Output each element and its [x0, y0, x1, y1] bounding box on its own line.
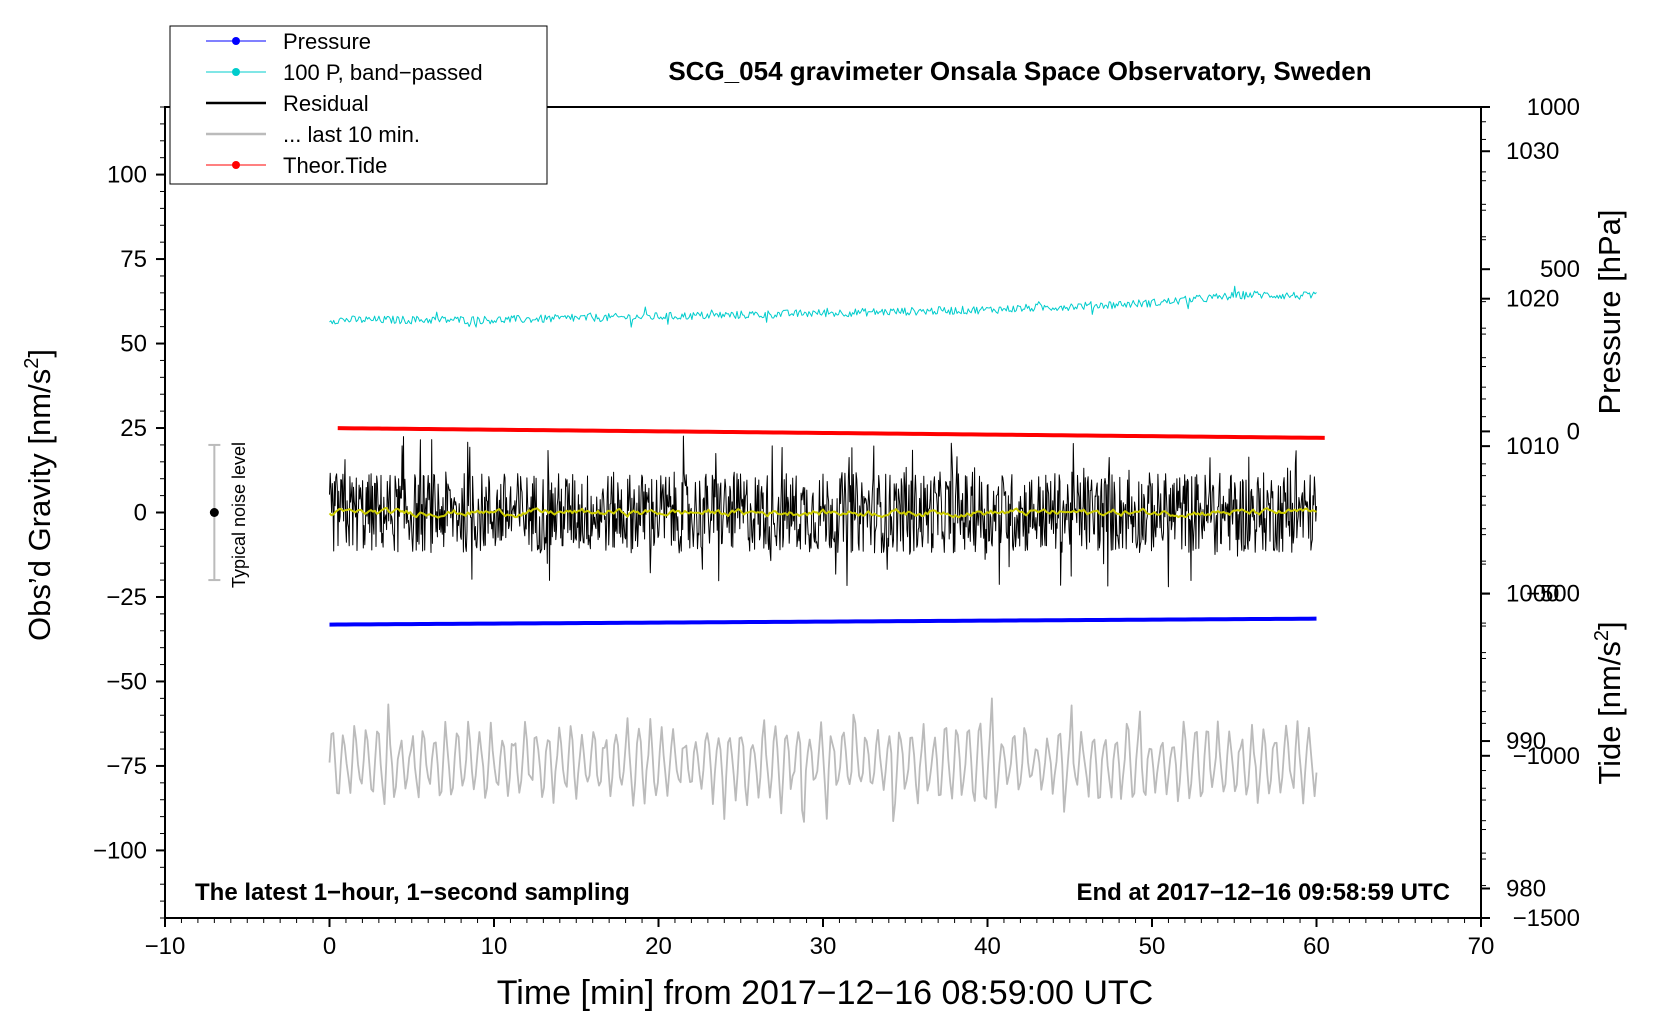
series-pressure [329, 616, 1317, 627]
pressure-tick-label: 1010 [1506, 433, 1559, 460]
tick-layer: −10 0 10 20 30 40 50 60 70−100−75−50−25025507510… [93, 94, 1580, 960]
x-tick-label: 40 [974, 933, 1001, 960]
legend-box [169, 25, 548, 185]
noise-label: Typical noise level [229, 442, 249, 588]
x-tick-label: 60 [1303, 933, 1330, 960]
pressure-tick-label: 990 [1506, 728, 1546, 755]
series--last-10-min- [328, 697, 1318, 823]
legend-label: 100 P, band−passed [283, 60, 483, 85]
pressure-tick-label: 980 [1506, 876, 1546, 903]
legend-label: Residual [283, 91, 369, 116]
y-axis-label-left: Obs’d Gravity [nm/s2] [21, 349, 57, 641]
x-tick-label: 70 [1468, 933, 1495, 960]
tide-tick-label: −500 [1526, 581, 1580, 608]
x-tick-label: 20 [645, 933, 672, 960]
legend-marker [232, 161, 240, 169]
legend-marker [232, 68, 240, 76]
legend-label: ... last 10 min. [283, 122, 420, 147]
series-layer [328, 285, 1325, 823]
series-theor-tide [337, 426, 1325, 440]
tide-tick-label: 500 [1540, 256, 1580, 283]
x-axis-label: Time [min] from 2017−12−16 08:59:00 UTC [497, 974, 1153, 1012]
tide-tick-label: 1000 [1527, 94, 1580, 121]
series-residual-smoothed [328, 507, 1317, 519]
y-axis-label-pressure: Pressure [hPa] [1592, 209, 1627, 414]
x-tick-label: −10 [145, 933, 186, 960]
tide-tick-label: −1500 [1513, 905, 1580, 932]
y-tick-label: −75 [106, 753, 147, 780]
chart-title: SCG_054 gravimeter Onsala Space Observat… [668, 56, 1371, 86]
pressure-tick-label: 1000 [1506, 581, 1559, 608]
y-tick-label: 50 [120, 331, 147, 358]
y-tick-label: −50 [106, 668, 147, 695]
y-tick-label: 100 [107, 162, 147, 189]
pressure-tick-label: 1020 [1506, 286, 1559, 313]
x-tick-label: 50 [1139, 933, 1166, 960]
series-residual [329, 435, 1317, 588]
y-tick-label: 75 [120, 246, 147, 273]
annotation-end-time: End at 2017−12−16 09:58:59 UTC [1076, 879, 1450, 906]
noise-bar-center [209, 508, 219, 517]
y-tick-label: −100 [93, 837, 147, 864]
x-tick-label: 0 [323, 933, 336, 960]
y-axis-label-tide: Tide [nm/s2] [1591, 621, 1627, 784]
annotation-latest-hour: The latest 1−hour, 1−second sampling [195, 879, 630, 906]
tide-tick-label: −1000 [1513, 743, 1580, 770]
legend-label: Theor.Tide [283, 153, 387, 178]
x-tick-label: 30 [810, 933, 837, 960]
pressure-tick-label: 1030 [1506, 138, 1559, 165]
legend-marker [232, 37, 240, 45]
y-tick-label: −25 [106, 584, 147, 611]
y-tick-label: 0 [134, 500, 147, 527]
series-100-p-band-passed [329, 285, 1317, 328]
y-tick-label: 25 [120, 415, 147, 442]
x-tick-label: 10 [481, 933, 508, 960]
legend-label: Pressure [283, 29, 371, 54]
noise-bar [208, 443, 221, 582]
tide-tick-label: 0 [1567, 418, 1580, 445]
legend: Pressure 100 P, band−passed Residual ... la… [169, 25, 548, 185]
